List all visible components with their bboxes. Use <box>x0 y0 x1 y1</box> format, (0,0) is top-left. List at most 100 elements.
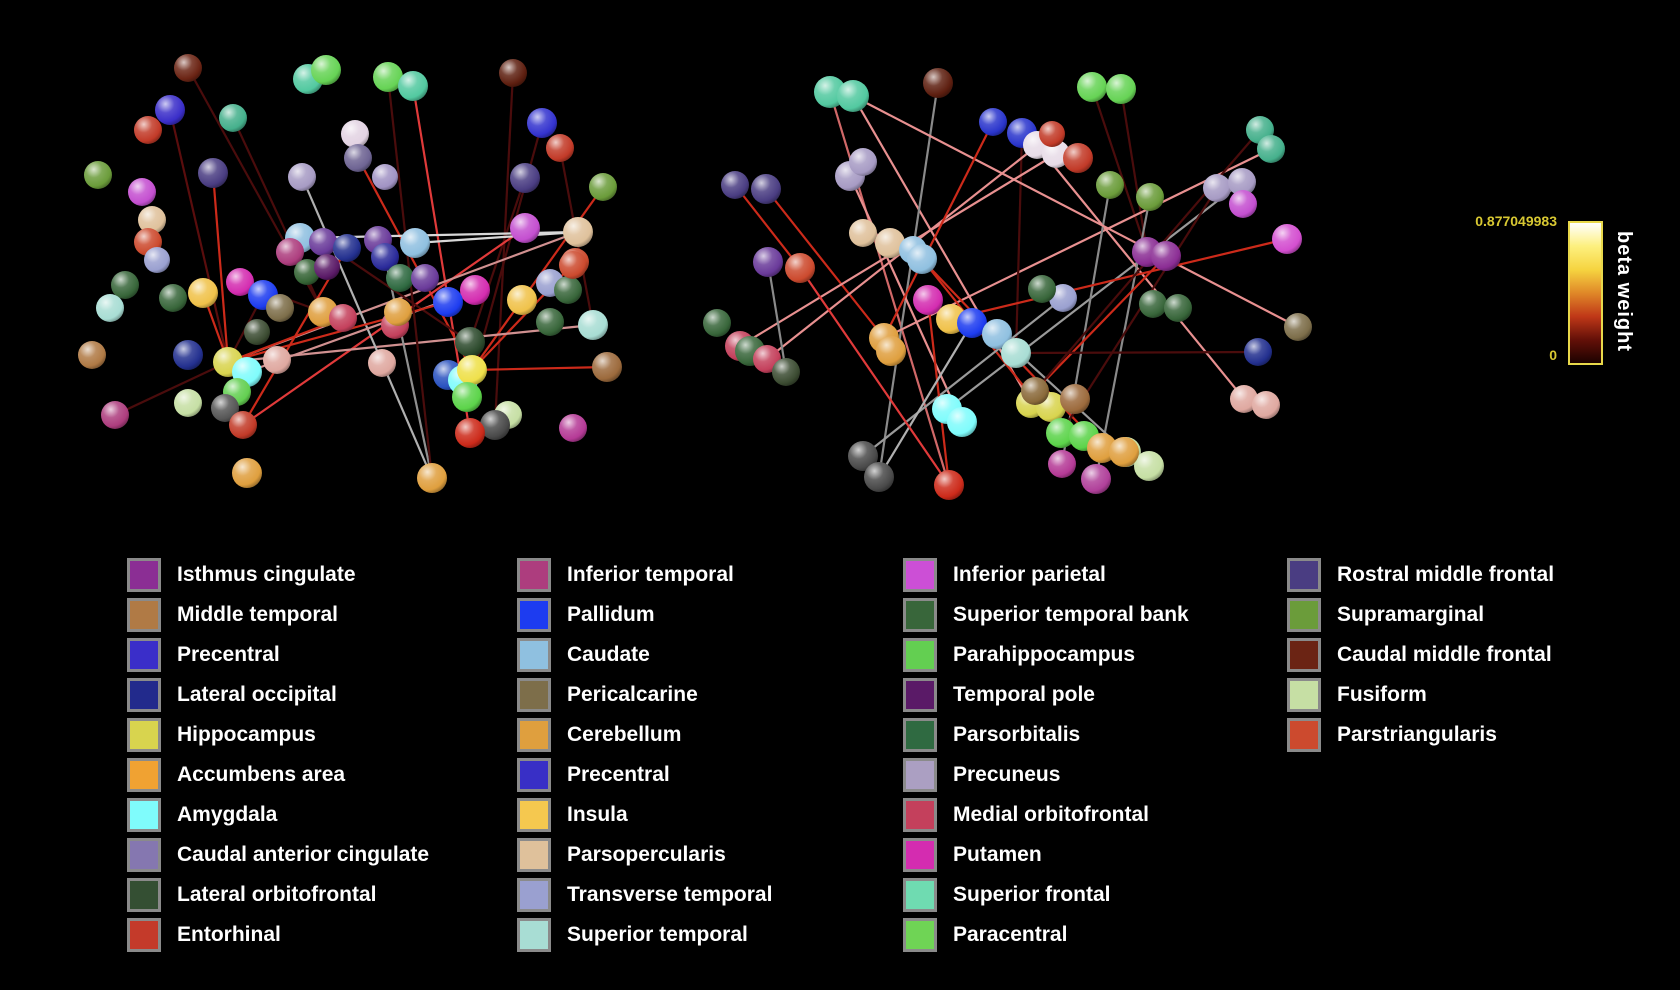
brain-region-node[interactable] <box>188 278 218 308</box>
network-right[interactable] <box>703 68 1312 500</box>
brain-region-node[interactable] <box>198 158 228 188</box>
brain-region-node[interactable] <box>1257 135 1285 163</box>
brain-region-node[interactable] <box>314 254 340 280</box>
brain-region-node[interactable] <box>546 134 574 162</box>
brain-region-node[interactable] <box>772 358 800 386</box>
brain-region-node[interactable] <box>288 163 316 191</box>
brain-region-node[interactable] <box>1151 241 1181 271</box>
brain-region-node[interactable] <box>309 228 337 256</box>
brain-region-node[interactable] <box>1021 377 1049 405</box>
brain-region-node[interactable] <box>934 470 964 500</box>
brain-region-node[interactable] <box>979 108 1007 136</box>
brain-region-node[interactable] <box>1048 450 1076 478</box>
brain-region-node[interactable] <box>173 340 203 370</box>
brain-region-node[interactable] <box>849 219 877 247</box>
brain-region-node[interactable] <box>134 116 162 144</box>
brain-region-node[interactable] <box>1063 143 1093 173</box>
brain-region-node[interactable] <box>753 247 783 277</box>
brain-region-node[interactable] <box>455 327 485 357</box>
brain-region-node[interactable] <box>875 228 905 258</box>
brain-region-node[interactable] <box>1028 275 1056 303</box>
brain-region-node[interactable] <box>837 80 869 112</box>
brain-region-node[interactable] <box>96 294 124 322</box>
brain-region-node[interactable] <box>527 108 557 138</box>
brain-region-node[interactable] <box>554 276 582 304</box>
brain-region-node[interactable] <box>1252 391 1280 419</box>
brain-region-node[interactable] <box>373 62 403 92</box>
brain-region-node[interactable] <box>276 238 304 266</box>
brain-region-node[interactable] <box>232 458 262 488</box>
brain-region-node[interactable] <box>174 389 202 417</box>
brain-region-node[interactable] <box>1049 284 1077 312</box>
brain-region-node[interactable] <box>507 285 537 315</box>
brain-region-node[interactable] <box>1060 384 1090 414</box>
brain-region-node[interactable] <box>957 308 987 338</box>
brain-region-node[interactable] <box>84 161 112 189</box>
brain-region-node[interactable] <box>1164 294 1192 322</box>
brain-region-node[interactable] <box>1244 338 1272 366</box>
brain-region-node[interactable] <box>372 164 398 190</box>
brain-region-node[interactable] <box>1001 338 1031 368</box>
brain-region-node[interactable] <box>341 120 369 148</box>
brain-region-node[interactable] <box>1134 451 1164 481</box>
brain-region-node[interactable] <box>536 308 564 336</box>
brain-region-node[interactable] <box>400 228 430 258</box>
brain-region-node[interactable] <box>589 173 617 201</box>
brain-region-node[interactable] <box>1228 168 1256 196</box>
brain-region-node[interactable] <box>563 217 593 247</box>
brain-region-node[interactable] <box>559 251 587 279</box>
network-left[interactable] <box>78 54 622 493</box>
brain-region-node[interactable] <box>1046 418 1076 448</box>
brain-region-node[interactable] <box>452 382 482 412</box>
brain-region-node[interactable] <box>876 336 906 366</box>
brain-region-node[interactable] <box>1139 290 1167 318</box>
brain-region-node[interactable] <box>368 349 396 377</box>
brain-region-node[interactable] <box>263 346 291 374</box>
brain-region-node[interactable] <box>1284 313 1312 341</box>
brain-region-node[interactable] <box>371 243 399 271</box>
brain-region-node[interactable] <box>849 148 877 176</box>
brain-region-node[interactable] <box>907 244 937 274</box>
brain-region-node[interactable] <box>460 275 490 305</box>
brain-region-node[interactable] <box>510 213 540 243</box>
brain-region-node[interactable] <box>78 341 106 369</box>
brain-region-node[interactable] <box>144 247 170 273</box>
brain-region-node[interactable] <box>128 178 156 206</box>
brain-region-node[interactable] <box>923 68 953 98</box>
brain-region-node[interactable] <box>219 104 247 132</box>
brain-region-node[interactable] <box>294 259 320 285</box>
brain-region-node[interactable] <box>499 59 527 87</box>
brain-region-node[interactable] <box>433 287 463 317</box>
brain-region-node[interactable] <box>1106 74 1136 104</box>
brain-region-node[interactable] <box>1042 140 1070 168</box>
brain-region-node[interactable] <box>244 319 270 345</box>
brain-region-node[interactable] <box>510 163 540 193</box>
brain-region-node[interactable] <box>174 54 202 82</box>
brain-region-node[interactable] <box>417 463 447 493</box>
brain-region-node[interactable] <box>111 271 139 299</box>
brain-region-node[interactable] <box>211 394 239 422</box>
brain-region-node[interactable] <box>848 441 878 471</box>
brain-region-node[interactable] <box>457 355 487 385</box>
brain-region-node[interactable] <box>592 352 622 382</box>
brain-region-node[interactable] <box>785 253 815 283</box>
brain-region-node[interactable] <box>1203 174 1231 202</box>
brain-region-node[interactable] <box>344 144 372 172</box>
brain-region-node[interactable] <box>311 55 341 85</box>
brain-region-node[interactable] <box>1039 121 1065 147</box>
brain-region-node[interactable] <box>947 407 977 437</box>
brain-region-node[interactable] <box>1077 72 1107 102</box>
brain-region-node[interactable] <box>751 174 781 204</box>
brain-region-node[interactable] <box>703 309 731 337</box>
brain-region-node[interactable] <box>1229 190 1257 218</box>
brain-region-node[interactable] <box>1081 464 1111 494</box>
brain-region-node[interactable] <box>559 414 587 442</box>
brain-region-node[interactable] <box>329 304 357 332</box>
brain-region-node[interactable] <box>266 294 294 322</box>
brain-region-node[interactable] <box>229 411 257 439</box>
brain-region-node[interactable] <box>333 234 361 262</box>
brain-region-node[interactable] <box>1109 437 1139 467</box>
brain-region-node[interactable] <box>578 310 608 340</box>
